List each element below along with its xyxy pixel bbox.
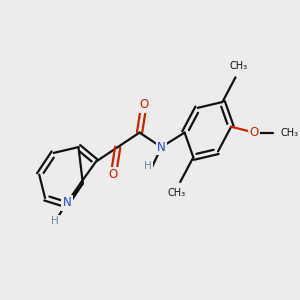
Text: CH₃: CH₃	[168, 188, 186, 198]
Text: H: H	[51, 216, 59, 226]
Text: CH₃: CH₃	[280, 128, 299, 138]
Text: O: O	[250, 126, 259, 139]
Text: N: N	[157, 141, 166, 154]
Text: H: H	[144, 161, 152, 171]
Text: N: N	[62, 196, 71, 209]
Text: O: O	[109, 168, 118, 181]
Text: O: O	[139, 98, 148, 111]
Text: CH₃: CH₃	[230, 61, 248, 71]
